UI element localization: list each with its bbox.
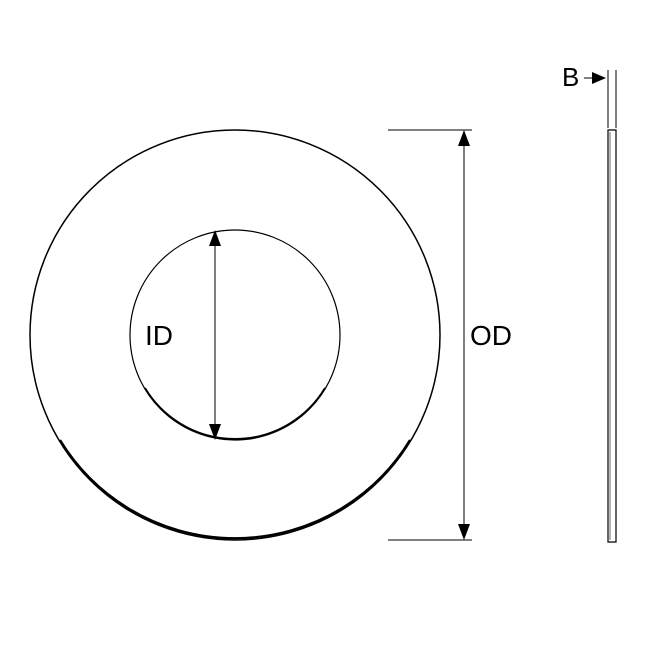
outer-circle-shadow	[60, 440, 410, 538]
inner-circle-shadow	[145, 388, 325, 439]
washer-svg	[0, 0, 670, 670]
b-arrow	[592, 72, 606, 84]
edge-view	[608, 130, 616, 542]
od-label: OD	[470, 320, 512, 352]
b-label: B	[562, 62, 579, 93]
od-arrow-top	[458, 130, 470, 146]
id-label: ID	[145, 320, 173, 352]
washer-diagram: ID OD B	[0, 0, 670, 670]
od-arrow-bottom	[458, 524, 470, 540]
